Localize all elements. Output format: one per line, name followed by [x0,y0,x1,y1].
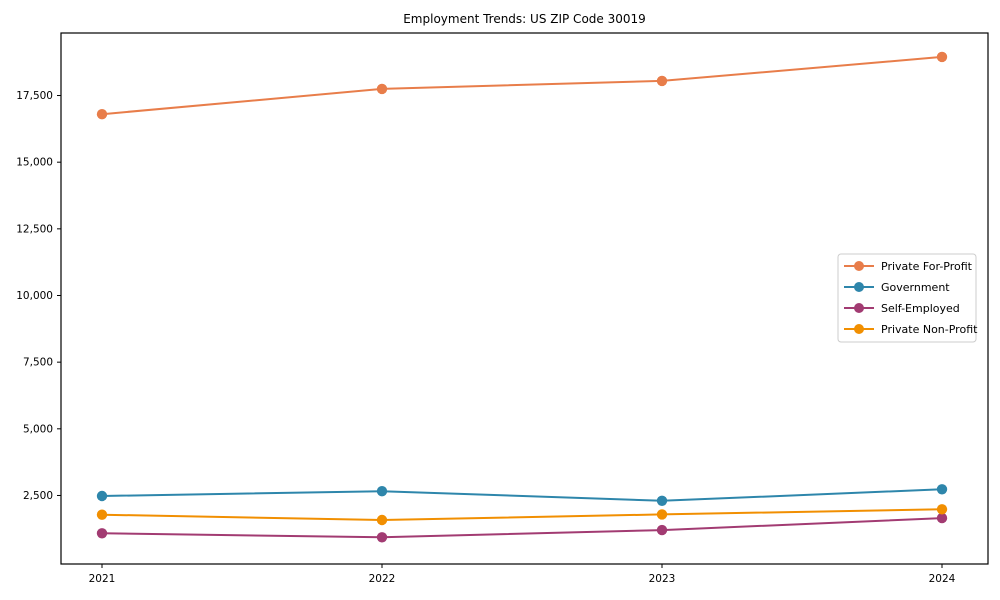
legend-sample-marker [854,282,864,292]
data-point-marker [376,514,388,526]
chart-title: Employment Trends: US ZIP Code 30019 [403,12,646,26]
legend-sample-marker [854,303,864,313]
data-point-marker [656,524,668,536]
legend-sample-marker [854,261,864,271]
data-point-marker [376,83,388,95]
data-point-marker [96,509,108,520]
legend-sample-marker [854,324,864,334]
series-line-private-for-profit [101,55,943,116]
y-tick-label: 12,500 [16,223,53,235]
data-point-marker [936,504,948,515]
data-point-marker [656,75,668,87]
data-point-marker [936,484,948,495]
data-point-marker [656,509,668,520]
x-tick-label: 2022 [369,573,396,585]
y-tick-label: 5,000 [23,423,53,435]
series-line-private-non-profit [101,508,943,522]
legend-label: Private For-Profit [881,260,973,273]
y-tick-label: 2,500 [23,490,53,502]
legend-box [837,253,977,343]
data-point-marker [96,109,108,120]
x-tick-label: 2021 [89,573,116,585]
data-point-marker [96,528,108,539]
series-line-self-employed [101,517,943,539]
data-point-marker [376,532,388,543]
legend-label: Private Non-Profit [881,323,978,336]
series-line-government [101,488,943,502]
data-point-marker [656,495,668,506]
y-tick-label: 17,500 [16,90,53,102]
data-point-marker [96,490,108,502]
data-point-marker [936,51,948,63]
y-tick-label: 15,000 [16,157,53,169]
legend-label: Self-Employed [881,302,960,315]
data-point-marker [376,486,388,497]
legend-label: Government [881,281,950,294]
x-tick-label: 2023 [649,573,676,585]
x-tick-label: 2024 [929,573,956,585]
y-tick-label: 7,500 [23,357,53,369]
y-tick-label: 10,000 [16,290,53,302]
axes-spines [60,32,989,565]
data-point-marker [936,512,948,524]
